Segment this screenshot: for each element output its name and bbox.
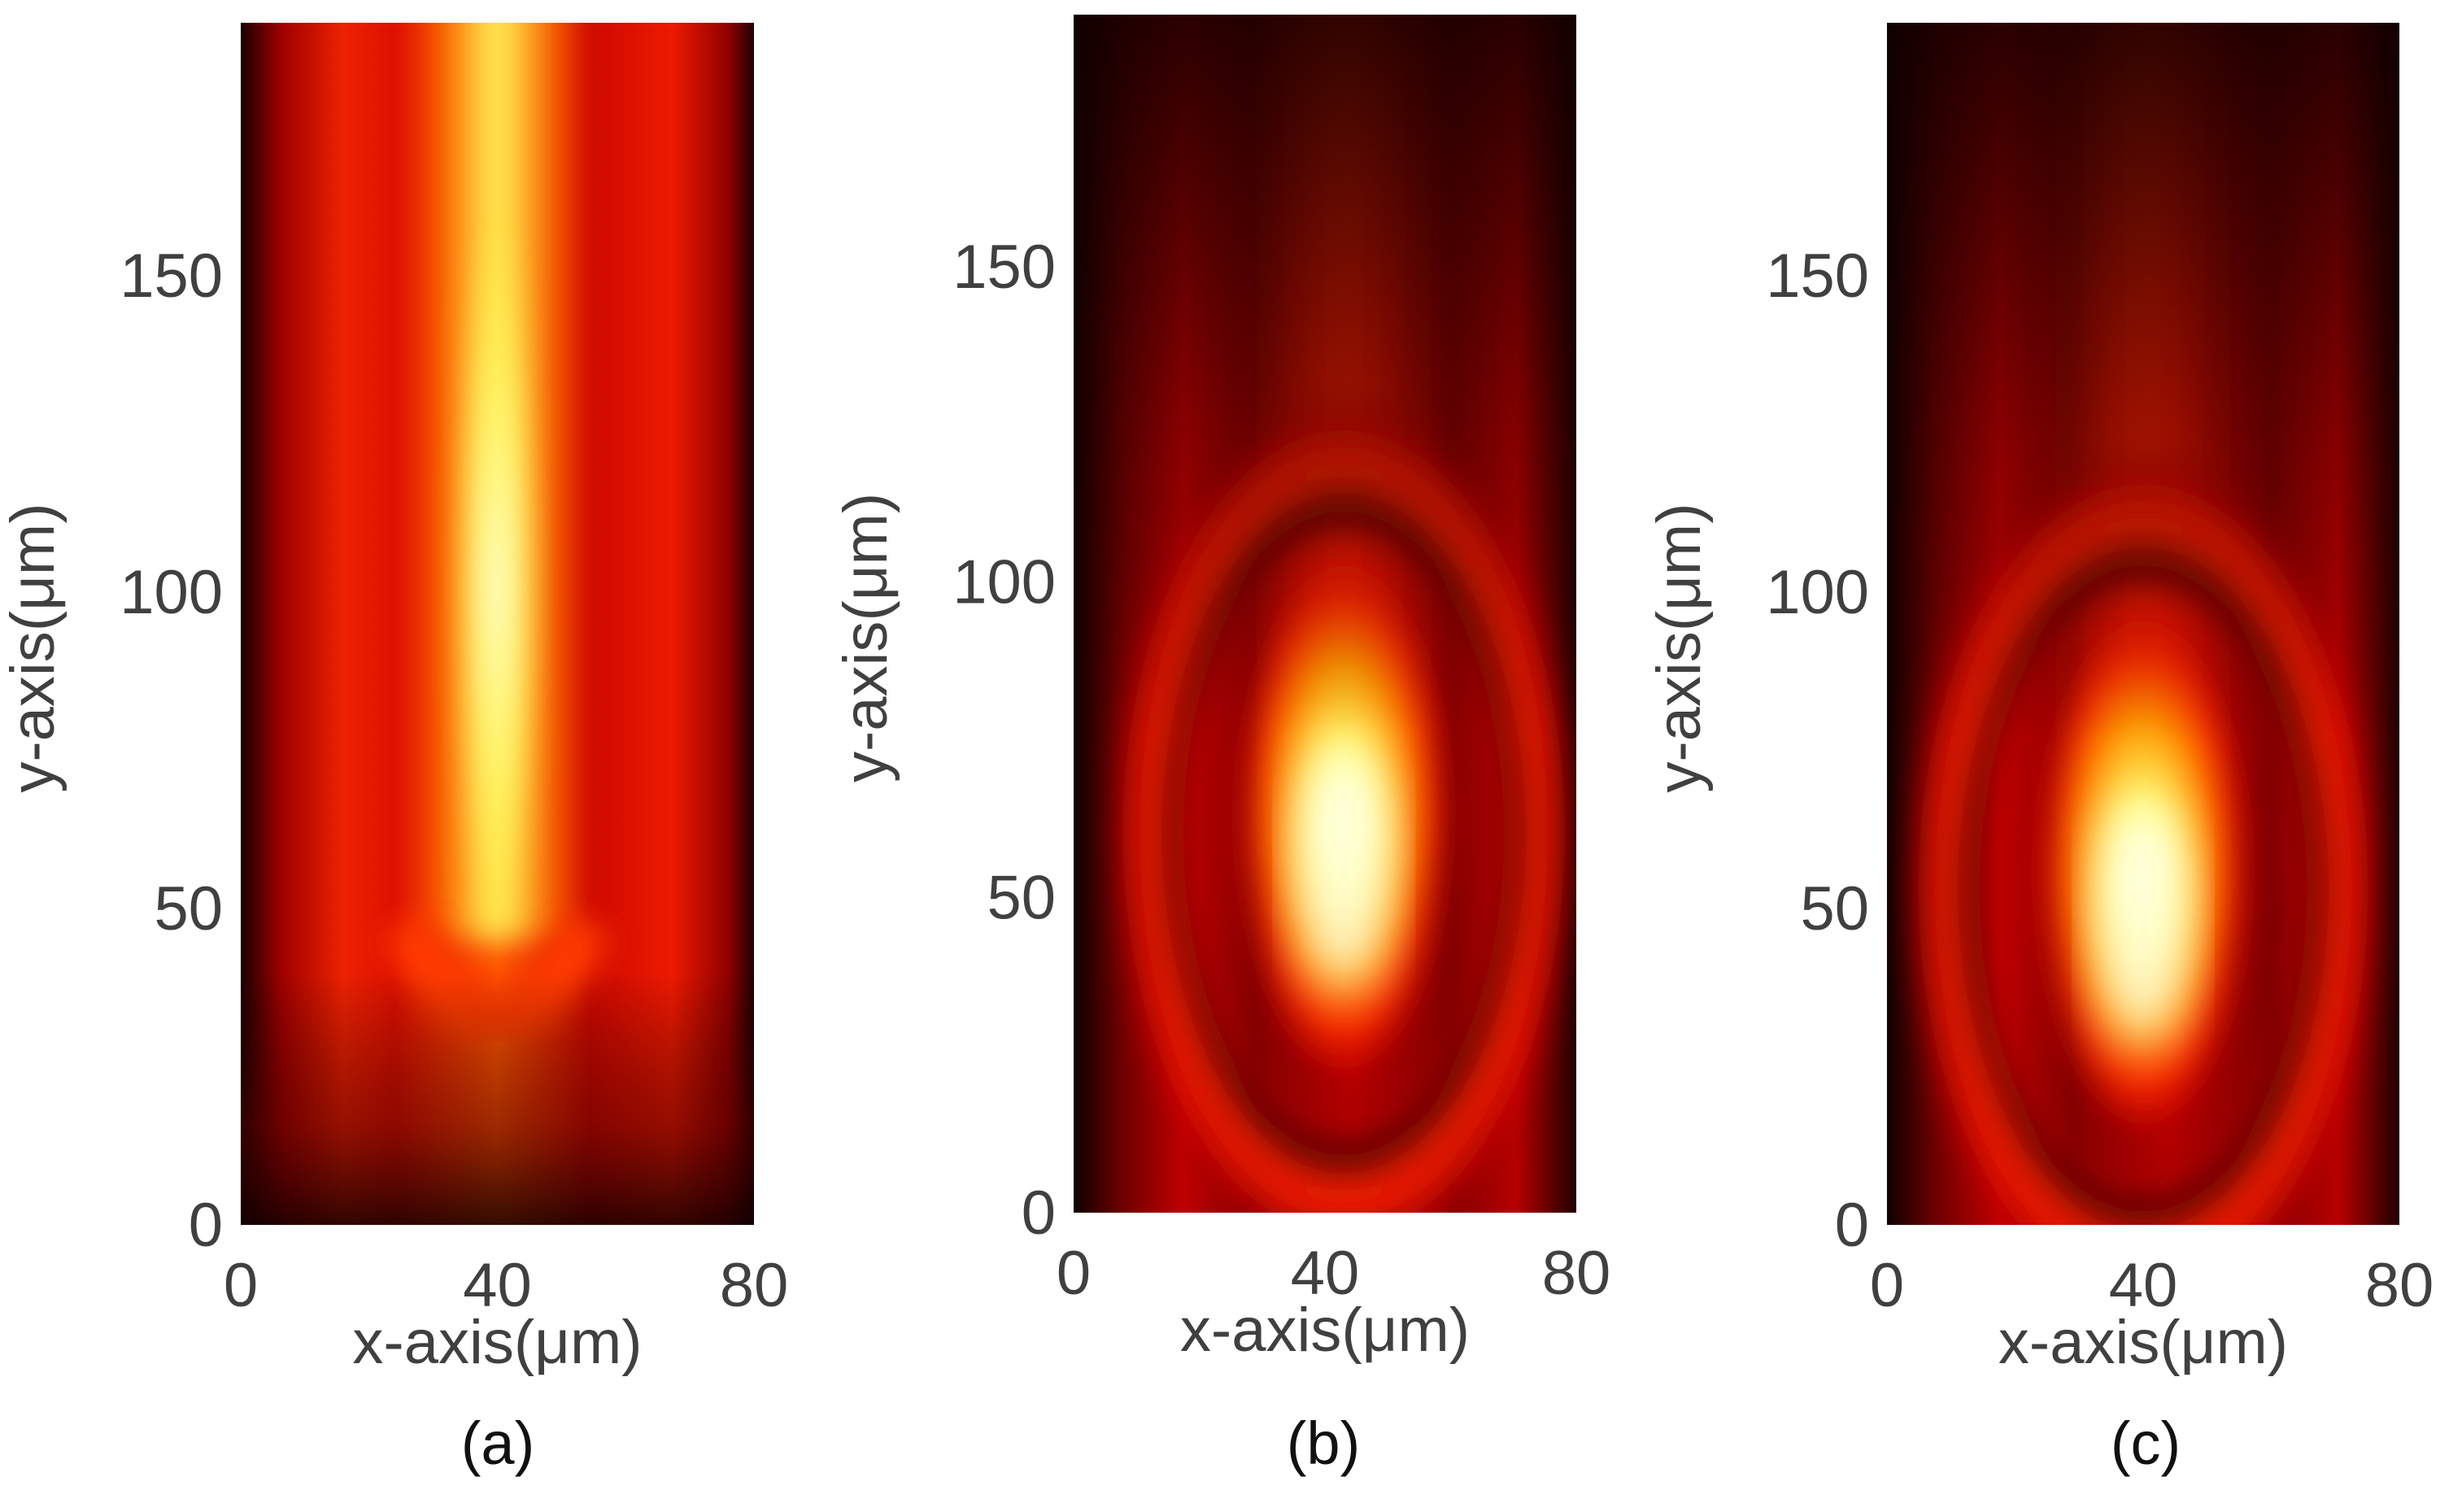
- bottom-shade: [241, 971, 754, 1225]
- x-tick-label: 0: [224, 1251, 258, 1320]
- y-tick-label: 0: [1022, 1179, 1056, 1248]
- x-tick-label: 0: [1057, 1239, 1091, 1308]
- x-tick-label: 0: [1870, 1251, 1904, 1320]
- panel-caption: (b): [1287, 1410, 1360, 1477]
- beam-core: [456, 216, 538, 960]
- heatmap-b: [1074, 15, 1576, 1213]
- y-tick-label: 50: [987, 863, 1056, 932]
- panel-caption: (a): [461, 1410, 534, 1477]
- y-tick-label: 50: [1800, 874, 1869, 943]
- y-tick-label: 0: [189, 1191, 223, 1260]
- y-tick-label: 150: [952, 233, 1056, 302]
- y-axis-label: y-axis(μm): [1645, 503, 1714, 792]
- y-tick-label: 100: [952, 548, 1056, 617]
- y-axis-label: y-axis(μm): [0, 503, 68, 792]
- y-tick-label: 0: [1835, 1191, 1869, 1260]
- x-tick-label: 40: [2109, 1251, 2178, 1320]
- y-tick-label: 150: [120, 242, 223, 311]
- y-axis-label: y-axis(μm): [831, 493, 900, 782]
- heatmap-c: [1887, 23, 2399, 1225]
- x-axis-label: x-axis(μm): [352, 1308, 642, 1377]
- panel-caption: (c): [2111, 1410, 2181, 1477]
- panel-a: 0 40 80 0 50 100 150 x-axis(μm) y-axis(μm) (a): [0, 23, 789, 1477]
- x-axis-label: x-axis(μm): [1998, 1308, 2288, 1377]
- x-tick-label: 80: [720, 1251, 789, 1320]
- x-tick-label: 80: [2365, 1251, 2434, 1320]
- top-fade: [1074, 15, 1576, 1213]
- y-tick-label: 150: [1766, 242, 1869, 311]
- x-tick-label: 80: [1542, 1239, 1611, 1308]
- x-axis-label: x-axis(μm): [1180, 1296, 1470, 1365]
- x-tick-label: 40: [463, 1251, 532, 1320]
- x-tick-label: 40: [1291, 1239, 1360, 1308]
- top-fade: [1887, 23, 2399, 1225]
- y-tick-label: 50: [154, 874, 223, 943]
- panel-b: 0 40 80 0 50 100 150 x-axis(μm) y-axis(μm) (b): [831, 15, 1611, 1477]
- panel-c: 0 40 80 0 50 100 150 x-axis(μm) y-axis(μm) (c): [1645, 23, 2434, 1477]
- y-tick-label: 100: [1766, 558, 1869, 627]
- heatmap-a: [241, 23, 754, 1225]
- y-tick-label: 100: [120, 558, 223, 627]
